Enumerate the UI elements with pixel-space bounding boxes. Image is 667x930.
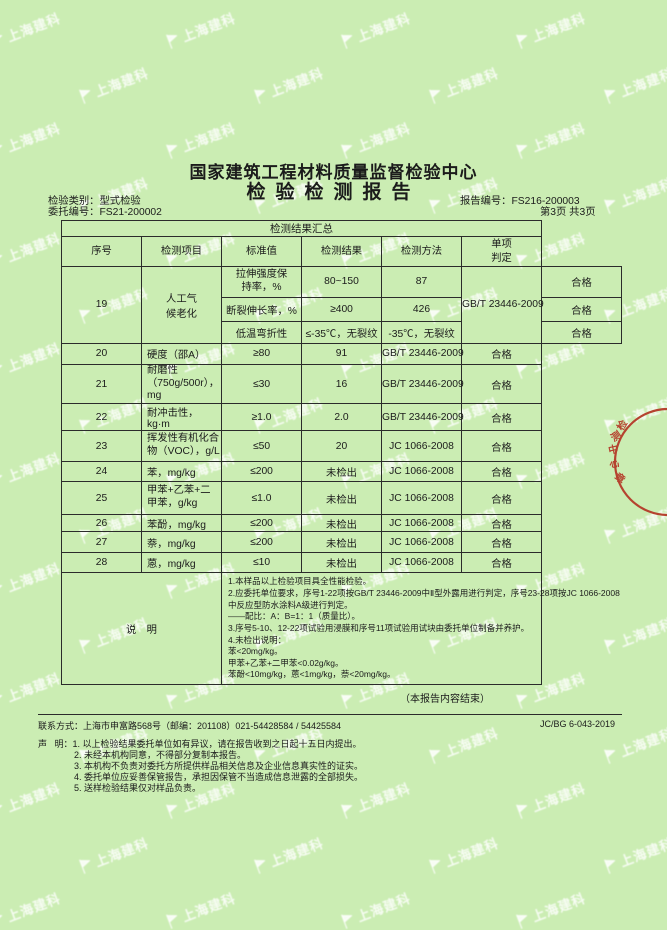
svg-text:章: 章 [612, 470, 628, 486]
svg-text:心: 心 [608, 457, 620, 471]
